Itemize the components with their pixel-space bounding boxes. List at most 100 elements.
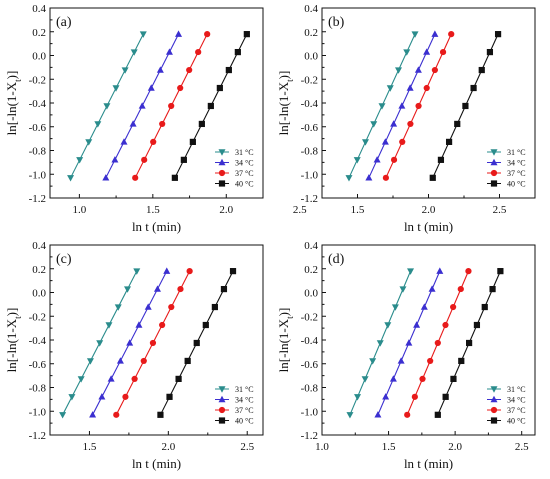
panel-label: (c) [56, 252, 72, 267]
x-tick-label: 2.0 [422, 204, 436, 216]
legend-marker [218, 169, 226, 177]
legend-marker [490, 395, 498, 403]
data-point [111, 156, 119, 163]
y-tick-label: 0.4 [32, 240, 46, 252]
data-point [423, 84, 430, 92]
data-point [369, 358, 377, 365]
data-point [114, 304, 122, 311]
y-tick-label: -0.4 [301, 335, 319, 347]
data-point [225, 66, 232, 74]
legend: 31 °C 34 °C37 °C 40 °C [487, 148, 526, 189]
data-point [407, 268, 415, 275]
data-point [439, 48, 447, 56]
legend-entry: 34 °C [507, 159, 526, 168]
y-tick-label: -0.4 [29, 335, 47, 347]
data-point [374, 411, 382, 418]
data-point [177, 84, 184, 92]
data-point [390, 156, 398, 163]
legend-entry: 40 °C [507, 180, 526, 189]
legend-marker [218, 395, 226, 403]
data-point [420, 303, 428, 310]
x-tick-label: 2.0 [161, 441, 175, 453]
series-3 [113, 268, 193, 418]
data-point [175, 375, 182, 382]
data-point [122, 393, 129, 400]
data-point [177, 285, 184, 293]
data-point [373, 156, 381, 163]
data-point [159, 120, 166, 128]
data-point [442, 393, 449, 400]
data-point [107, 375, 115, 382]
data-point [149, 339, 157, 347]
legend-entry: 40 °C [507, 417, 526, 426]
data-point [399, 286, 407, 293]
x-tick-label: 1.5 [382, 441, 396, 453]
data-point [202, 321, 209, 329]
y-tick-label: -0.8 [29, 383, 47, 395]
y-tick-label: -0.8 [301, 146, 319, 158]
legend-entry: 40 °C [235, 417, 254, 426]
data-point [437, 156, 445, 163]
data-point [220, 285, 228, 293]
data-point [390, 120, 398, 127]
legend-marker [490, 180, 498, 187]
data-point [436, 267, 444, 274]
series-3 [404, 268, 472, 418]
legend-entry: 31 °C [235, 148, 254, 157]
data-point [414, 66, 422, 73]
legend-entry: 34 °C [507, 396, 526, 405]
data-point [434, 411, 441, 418]
data-point [465, 268, 472, 275]
data-point [450, 303, 457, 311]
data-point [153, 285, 161, 292]
y-axis-label: ln[-ln(1-Xt)] [276, 71, 295, 136]
data-point [398, 102, 406, 109]
data-point [207, 102, 214, 110]
data-point [116, 357, 124, 364]
data-point [466, 339, 473, 347]
y-tick-label: 0.2 [32, 264, 46, 276]
data-point [442, 321, 449, 329]
data-point [386, 85, 394, 92]
chart-panel-3: -1.2 -1.0 -0.8 -0.6 -0.4 -0.2 0.0 0.2 0.4 1.5 2.0 2… [4, 240, 264, 471]
legend: 31 °C 34 °C37 °C 40 °C [487, 385, 526, 426]
data-point [361, 376, 369, 383]
data-point [427, 357, 434, 365]
y-axis-label: ln[-ln(1-Xt)] [4, 308, 23, 373]
data-point [470, 84, 477, 92]
y-tick-label: -0.2 [29, 311, 46, 323]
x-axis-label: ln t (min) [404, 456, 453, 471]
series-2 [365, 30, 439, 181]
data-point [395, 67, 403, 74]
data-point [102, 174, 110, 181]
data-point [411, 393, 418, 400]
data-point [168, 303, 175, 311]
x-tick-label: 2.0 [448, 441, 462, 453]
x-tick-label: 2.5 [240, 441, 254, 453]
x-axis-label: ln t (min) [404, 219, 453, 234]
data-point [68, 394, 76, 401]
data-point [198, 120, 205, 128]
data-point [163, 267, 171, 274]
y-tick-label: 0.2 [304, 264, 318, 276]
data-point [141, 156, 148, 163]
x-axis-label: ln t (min) [132, 456, 181, 471]
legend-marker [218, 180, 226, 187]
panel-label: (b) [328, 15, 345, 30]
data-point [405, 339, 413, 346]
data-point [129, 120, 137, 127]
data-point [361, 139, 369, 146]
series-1 [346, 268, 415, 419]
data-point [445, 138, 453, 145]
legend: 31 °C 34 °C37 °C 40 °C [215, 385, 254, 426]
y-tick-label: -0.6 [301, 359, 319, 371]
data-point [166, 393, 173, 400]
y-tick-label: -0.8 [301, 383, 319, 395]
y-tick-label: -1.2 [29, 193, 46, 205]
data-point [345, 175, 353, 182]
x-tick-label: 1.5 [83, 441, 97, 453]
data-point [497, 268, 504, 275]
data-point [130, 49, 138, 56]
data-point [391, 304, 399, 311]
legend-marker [218, 406, 226, 414]
